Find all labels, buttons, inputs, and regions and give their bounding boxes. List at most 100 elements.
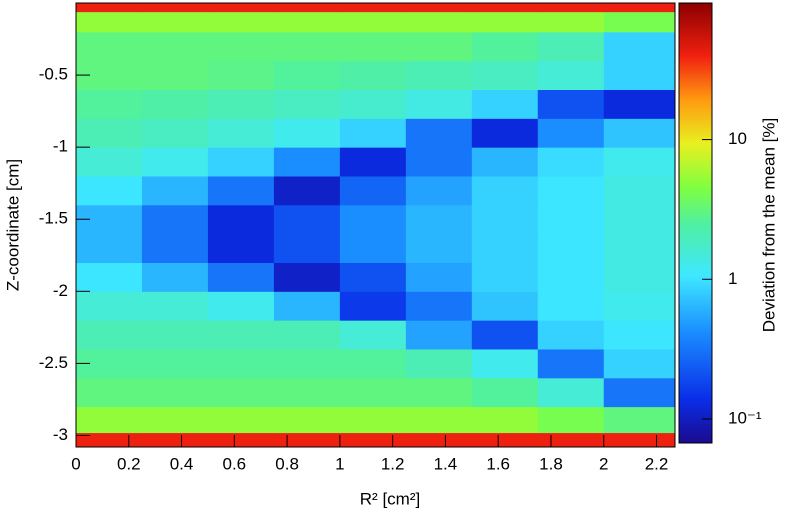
heatmap-cell <box>76 147 143 177</box>
x-tick-label: 1.8 <box>539 454 563 473</box>
heatmap-cell <box>339 406 407 434</box>
heatmap-cell <box>141 204 209 235</box>
heatmap-cell <box>603 348 676 379</box>
heatmap-cell <box>141 348 209 379</box>
heatmap-cell <box>471 60 539 90</box>
heatmap-cell <box>273 348 341 379</box>
heatmap-cell <box>76 233 143 263</box>
heatmap-cell <box>405 348 473 379</box>
heatmap-cell <box>339 320 407 350</box>
heatmap-cell <box>405 147 473 177</box>
heatmap-cell <box>537 11 605 33</box>
heatmap-cell <box>273 175 341 206</box>
heatmap-cell <box>273 233 341 263</box>
heatmap-cell <box>141 233 209 263</box>
heatmap-cell <box>471 31 539 62</box>
heatmap-cell <box>273 406 341 434</box>
heatmap-cell <box>339 3 407 13</box>
heatmap-cell <box>537 147 605 177</box>
heatmap-cell <box>339 60 407 90</box>
heatmap-cell <box>405 233 473 263</box>
heatmap-cell <box>405 60 473 90</box>
heatmap-cell <box>603 320 676 350</box>
heatmap-cell <box>141 60 209 90</box>
y-tick-label: -1 <box>53 137 68 156</box>
heatmap-cell <box>141 320 209 350</box>
heatmap-cell <box>405 262 473 292</box>
heatmap-cell <box>405 406 473 434</box>
heatmap-cell <box>405 3 473 13</box>
heatmap-cell <box>273 320 341 350</box>
heatmap-cell <box>471 89 539 119</box>
heatmap-cell <box>603 3 676 13</box>
x-tick-label: 2.2 <box>645 454 669 473</box>
heatmap-cell <box>603 118 676 148</box>
heatmap-cell <box>537 60 605 90</box>
heatmap-cell <box>405 11 473 33</box>
heatmap-cell <box>537 3 605 13</box>
heatmap-cell <box>339 262 407 292</box>
heatmap-cell <box>273 204 341 235</box>
x-tick-label: 0.8 <box>275 454 299 473</box>
heatmap-cell <box>207 377 275 408</box>
x-tick-label: 1 <box>335 454 344 473</box>
heatmap-cell <box>141 406 209 434</box>
heatmap-cell <box>76 377 143 408</box>
heatmap-cell <box>471 147 539 177</box>
colorbar-label: Deviation from the mean [%] <box>759 118 778 332</box>
heatmap-cell <box>207 11 275 33</box>
heatmap-cell <box>76 89 143 119</box>
heatmap-cell <box>207 262 275 292</box>
heatmap-cell <box>273 291 341 321</box>
heatmap-cell <box>207 320 275 350</box>
heatmap-cell <box>76 320 143 350</box>
x-tick-label: 1.2 <box>381 454 405 473</box>
heatmap-cell <box>207 204 275 235</box>
heatmap-cell <box>273 89 341 119</box>
heatmap-cell <box>537 175 605 206</box>
heatmap-cell <box>405 204 473 235</box>
heatmap-cell <box>537 31 605 62</box>
heatmap-cell <box>471 11 539 33</box>
x-tick-label: 0.2 <box>117 454 141 473</box>
heatmap-cell <box>405 320 473 350</box>
heatmap-cell <box>471 406 539 434</box>
heatmap-cell <box>339 31 407 62</box>
x-tick-label: 0.6 <box>223 454 247 473</box>
heatmap-cell <box>603 31 676 62</box>
heatmap-cell <box>141 3 209 13</box>
heatmap-cell <box>603 11 676 33</box>
heatmap-cell <box>273 147 341 177</box>
heatmap-cell <box>603 175 676 206</box>
x-tick-label: 1.6 <box>486 454 510 473</box>
heatmap-cell <box>141 432 209 448</box>
heatmap-cell <box>537 233 605 263</box>
colorbar-tick-label: 10 <box>728 129 747 148</box>
heatmap-cell <box>141 118 209 148</box>
heatmap-cell <box>141 11 209 33</box>
heatmap-cell <box>603 89 676 119</box>
heatmap-cell <box>603 377 676 408</box>
heatmap-cell <box>405 432 473 448</box>
heatmap-cell <box>207 406 275 434</box>
heatmap-cell <box>207 348 275 379</box>
heatmap-cell <box>603 204 676 235</box>
heatmap-cell <box>273 118 341 148</box>
y-tick-label: -1.5 <box>39 209 68 228</box>
heatmap-cell <box>471 3 539 13</box>
heatmap-cell <box>603 147 676 177</box>
heatmap-cell <box>603 291 676 321</box>
heatmap-cell <box>471 204 539 235</box>
y-axis-label: Z-coordinate [cm] <box>3 159 22 291</box>
heatmap-cell <box>339 233 407 263</box>
heatmap-cell <box>405 31 473 62</box>
heatmap-cell <box>141 377 209 408</box>
heatmap-cell <box>207 60 275 90</box>
y-tick-label: -3 <box>53 425 68 444</box>
heatmap-cell <box>603 432 676 448</box>
heatmap-cell <box>603 233 676 263</box>
heatmap-cell <box>339 348 407 379</box>
heatmap-cell <box>76 118 143 148</box>
heatmap-cell <box>76 3 143 13</box>
